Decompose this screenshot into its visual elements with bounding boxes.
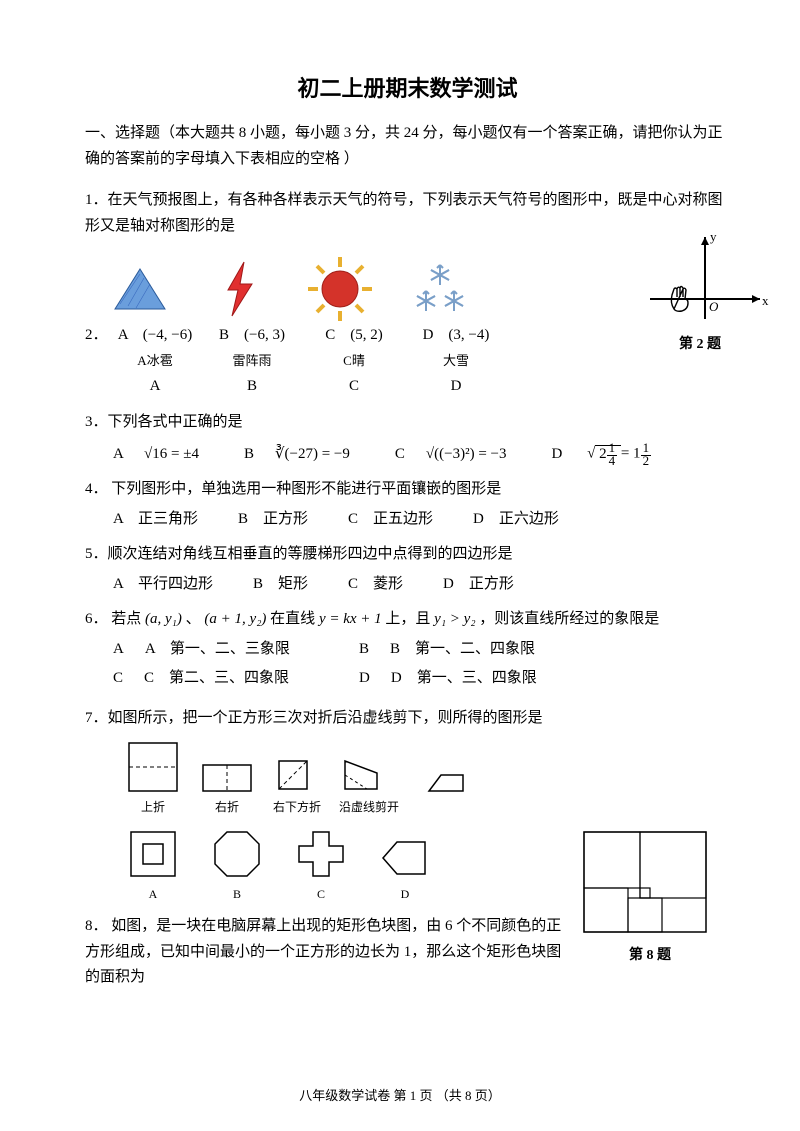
q3-optB: B ∛(−27) = −9	[244, 442, 350, 468]
q1-text: 在天气预报图上，有各种各样表示天气的符号，下列表示天气符号的图形中，既是中心对称…	[85, 192, 723, 234]
q7-ansA-label: A	[125, 884, 181, 904]
q6-eq: y = kx + 1	[319, 611, 382, 627]
q4-text: 下列图形中，单独选用一种图形不能进行平面镶嵌的图形是	[108, 481, 502, 497]
q7-ansC: C	[293, 826, 349, 904]
q6-num: 6．	[85, 611, 108, 627]
q7-num: 7．	[85, 710, 108, 726]
q6-optB: B B 第一、二、四象限	[359, 637, 605, 663]
q6-optD: D D 第一、三、四象限	[359, 666, 605, 692]
q1-cap-b: 雷阵雨	[232, 353, 271, 368]
fold-step-2: 右折	[199, 761, 255, 817]
q6-sep: 、	[186, 611, 201, 627]
q3-optD: D √ 214 = 112	[552, 441, 652, 467]
sun-icon	[305, 254, 375, 324]
q6-mid1: 在直线	[270, 611, 315, 627]
q5-num: 5．	[85, 546, 108, 562]
q2-optA: A (−4, −6)	[118, 327, 192, 343]
q5-optB: B 矩形	[253, 572, 308, 598]
q7-ansB-label: B	[209, 884, 265, 904]
q6-pt1: (a, y₁)	[145, 611, 182, 627]
q4-num: 4．	[85, 481, 108, 497]
q1-cap-a: A冰雹	[137, 353, 172, 368]
weather-item-sun	[305, 259, 375, 319]
q8-diagram-label: 第 8 题	[580, 944, 720, 968]
fold-step-cut	[423, 765, 469, 817]
q7-ansD: D	[377, 834, 433, 904]
q6-mid2: 上，且	[385, 611, 430, 627]
q8-num: 8．	[85, 918, 108, 934]
q6-ineq: y₁ > y₂	[434, 611, 475, 627]
q2-optC: C (5, 2)	[325, 327, 383, 343]
q1-let-a: A	[150, 378, 161, 394]
question-3: 3．下列各式中正确的是 A √16 = ±4 B ∛(−27) = −9 C √…	[85, 410, 730, 468]
q8-diagram: 第 8 题	[580, 828, 720, 968]
q4-optA: A 正三角形	[113, 507, 198, 533]
q5-text: 顺次连结对角线互相垂直的等腰梯形四边中点得到的四边形是	[108, 546, 513, 562]
question-4: 4． 下列图形中，单独选用一种图形不能进行平面镶嵌的图形是 A 正三角形 B 正…	[85, 477, 730, 532]
q6-optC: C C 第二、三、四象限	[113, 666, 359, 692]
q4-optC: C 正五边形	[348, 507, 433, 533]
weather-item-hail	[105, 259, 175, 319]
fold-step-1-label: 上折	[125, 797, 181, 817]
origin-label: O	[709, 299, 719, 314]
q7-ansD-label: D	[377, 884, 433, 904]
q7-ansA: A	[125, 826, 181, 904]
q5-optD: D 正方形	[443, 572, 514, 598]
axis-x-label: x	[762, 293, 769, 308]
q1-cap-d: 大雪	[443, 353, 469, 368]
weather-item-snow	[405, 259, 475, 319]
q1-let-d: D	[451, 378, 462, 394]
q3-optC: C √((−3)²) = −3	[395, 442, 507, 468]
q3-optA: A √16 = ±4	[113, 442, 199, 468]
snow-icon	[408, 261, 472, 317]
q7-ansB: B	[209, 826, 265, 904]
fold-step-3-label: 右下方折	[273, 797, 321, 817]
q1-cap-c: C晴	[343, 353, 365, 368]
q4-optD: D 正六边形	[473, 507, 559, 533]
hail-icon	[110, 264, 170, 314]
q6-optA: A A 第一、二、三象限	[113, 637, 359, 663]
q7-ansC-label: C	[293, 884, 349, 904]
section-intro: 一、选择题（本大题共 8 小题，每小题 3 分，共 24 分，每小题仅有一个答案…	[85, 121, 730, 172]
q1-let-c: C	[349, 378, 359, 394]
question-5: 5．顺次连结对角线互相垂直的等腰梯形四边中点得到的四边形是 A 平行四边形 B …	[85, 542, 730, 597]
q3-text: 下列各式中正确的是	[108, 414, 243, 430]
q7-text: 如图所示，把一个正方形三次对折后沿虚线剪下，则所得的图形是	[108, 710, 543, 726]
question-1: 1．在天气预报图上，有各种各样表示天气的符号，下列表示天气符号的图形中，既是中心…	[85, 188, 730, 400]
q1-num: 1．	[85, 192, 108, 208]
q4-optB: B 正方形	[238, 507, 308, 533]
q2-optB: B (−6, 3)	[219, 327, 285, 343]
question-6: 6． 若点 (a, y₁) 、 (a + 1, y₂) 在直线 y = kx +…	[85, 607, 730, 696]
lightning-icon	[218, 260, 262, 318]
q6-end: ，则该直线所经过的象限是	[479, 611, 659, 627]
page-title: 初二上册期末数学测试	[85, 70, 730, 107]
q1-let-b: B	[247, 378, 257, 394]
q3-num: 3．	[85, 414, 108, 430]
page-footer: 八年级数学试卷 第 1 页 （共 8 页）	[0, 1085, 800, 1107]
fold-step-2-label: 右折	[199, 797, 255, 817]
fold-step-4: 沿虚线剪开	[339, 755, 399, 817]
q2-diagram-label: 第 2 题	[630, 333, 770, 357]
q5-optA: A 平行四边形	[113, 572, 213, 598]
q6-pre: 若点	[111, 611, 141, 627]
q8-text: 如图，是一块在电脑屏幕上出现的矩形色块图，由 6 个不同颜色的正方形组成，已知中…	[85, 918, 561, 985]
axis-y-label: y	[710, 229, 717, 244]
q2-optD: D (3, −4)	[423, 327, 490, 343]
q2-diagram: x y O 第 2 题	[630, 229, 770, 357]
q2-num: 2．	[85, 323, 107, 349]
fold-step-3: 右下方折	[273, 755, 321, 817]
weather-item-lightning	[205, 259, 275, 319]
fold-step-4-label: 沿虚线剪开	[339, 797, 399, 817]
q5-optC: C 菱形	[348, 572, 403, 598]
q6-pt2: (a + 1, y₂)	[204, 611, 266, 627]
fold-step-1: 上折	[125, 739, 181, 817]
